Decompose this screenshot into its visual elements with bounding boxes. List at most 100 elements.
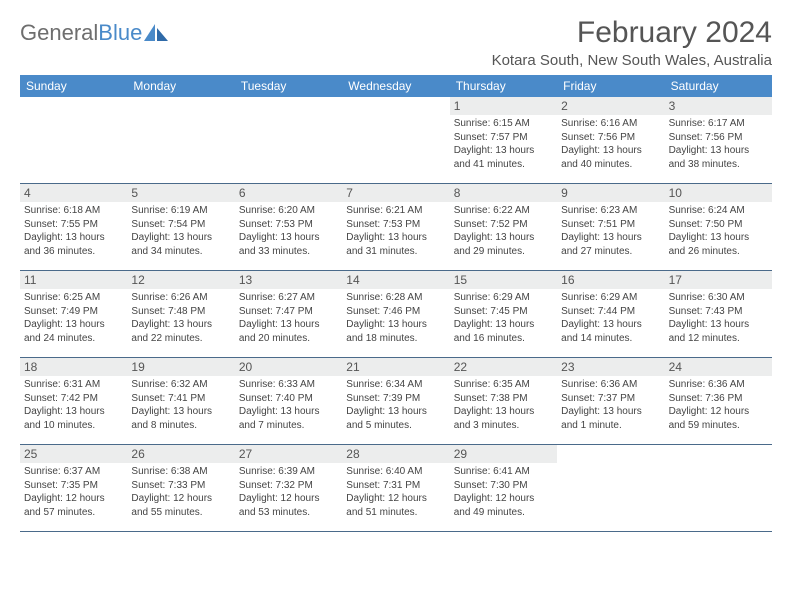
day-cell: 21Sunrise: 6:34 AMSunset: 7:39 PMDayligh… — [342, 358, 449, 444]
day-number: 27 — [235, 445, 342, 463]
day-cell: 23 Sunrise: 6:36 AMSunset: 7:37 PMDayligh… — [557, 358, 664, 444]
day-cell: 16 Sunrise: 6:29 AMSunset: 7:44 PMDayligh… — [557, 271, 664, 357]
day-cell: 4Sunrise: 6:18 AMSunset: 7:55 PMDaylight… — [20, 184, 127, 270]
day-cell: 2 Sunrise: 6:16 AMSunset: 7:56 PMDaylight… — [557, 97, 664, 183]
sunrise: Sunrise: 6:15 AM — [454, 117, 553, 131]
sunset: Sunset: 7:41 PM — [131, 392, 230, 406]
sunrise: Sunrise: 6:36 AM — [669, 378, 768, 392]
daylight: Daylight: 12 hours and 57 minutes. — [24, 492, 123, 519]
sunrise: Sunrise: 6:32 AM — [131, 378, 230, 392]
logo-sail-icon — [144, 24, 170, 42]
daylight: Daylight: 13 hours and 24 minutes. — [24, 318, 123, 345]
day-details: Sunrise: 6:16 AMSunset: 7:56 PMDaylight:… — [561, 117, 660, 171]
weekday-header: Thursday — [450, 75, 557, 97]
sunset: Sunset: 7:39 PM — [346, 392, 445, 406]
daylight: Daylight: 13 hours and 22 minutes. — [131, 318, 230, 345]
sunrise: Sunrise: 6:34 AM — [346, 378, 445, 392]
daylight: Daylight: 13 hours and 20 minutes. — [239, 318, 338, 345]
day-cell: 14 Sunrise: 6:28 AMSunset: 7:46 PMDayligh… — [342, 271, 449, 357]
day-cell — [665, 445, 772, 531]
sunrise: Sunrise: 6:38 AM — [131, 465, 230, 479]
sunrise: Sunrise: 6:37 AM — [24, 465, 123, 479]
sunset: Sunset: 7:32 PM — [239, 479, 338, 493]
sunset: Sunset: 7:57 PM — [454, 131, 553, 145]
day-number: 29 — [450, 445, 557, 463]
sunset: Sunset: 7:38 PM — [454, 392, 553, 406]
sunset: Sunset: 7:33 PM — [131, 479, 230, 493]
week-row: 11Sunrise: 6:25 AMSunset: 7:49 PMDayligh… — [20, 271, 772, 358]
day-details: Sunrise: 6:34 AMSunset: 7:39 PMDaylight:… — [346, 378, 445, 432]
daylight: Daylight: 13 hours and 27 minutes. — [561, 231, 660, 258]
logo: GeneralBlue — [20, 16, 170, 46]
day-number: 11 — [20, 271, 127, 289]
day-number: 23 — [557, 358, 664, 376]
sunset: Sunset: 7:35 PM — [24, 479, 123, 493]
daylight: Daylight: 13 hours and 10 minutes. — [24, 405, 123, 432]
day-number: 17 — [665, 271, 772, 289]
day-number: 26 — [127, 445, 234, 463]
weekday-header: Friday — [557, 75, 664, 97]
daylight: Daylight: 13 hours and 41 minutes. — [454, 144, 553, 171]
weekday-header: Saturday — [665, 75, 772, 97]
day-cell: 12 Sunrise: 6:26 AMSunset: 7:48 PMDayligh… — [127, 271, 234, 357]
day-details: Sunrise: 6:27 AMSunset: 7:47 PMDaylight:… — [239, 291, 338, 345]
sunset: Sunset: 7:56 PM — [561, 131, 660, 145]
daylight: Daylight: 13 hours and 26 minutes. — [669, 231, 768, 258]
daylight: Daylight: 12 hours and 59 minutes. — [669, 405, 768, 432]
day-cell: 10 Sunrise: 6:24 AMSunset: 7:50 PMDayligh… — [665, 184, 772, 270]
sunset: Sunset: 7:51 PM — [561, 218, 660, 232]
day-cell: 19Sunrise: 6:32 AMSunset: 7:41 PMDayligh… — [127, 358, 234, 444]
day-number: 10 — [665, 184, 772, 202]
daylight: Daylight: 12 hours and 49 minutes. — [454, 492, 553, 519]
sunrise: Sunrise: 6:25 AM — [24, 291, 123, 305]
daylight: Daylight: 13 hours and 33 minutes. — [239, 231, 338, 258]
day-cell: 9Sunrise: 6:23 AMSunset: 7:51 PMDaylight… — [557, 184, 664, 270]
sunset: Sunset: 7:49 PM — [24, 305, 123, 319]
sunset: Sunset: 7:53 PM — [346, 218, 445, 232]
day-details: Sunrise: 6:22 AMSunset: 7:52 PMDaylight:… — [454, 204, 553, 258]
day-details: Sunrise: 6:29 AMSunset: 7:44 PMDaylight:… — [561, 291, 660, 345]
day-details: Sunrise: 6:36 AMSunset: 7:37 PMDaylight:… — [561, 378, 660, 432]
day-details: Sunrise: 6:28 AMSunset: 7:46 PMDaylight:… — [346, 291, 445, 345]
day-number: 2 — [557, 97, 664, 115]
sunrise: Sunrise: 6:23 AM — [561, 204, 660, 218]
sunset: Sunset: 7:31 PM — [346, 479, 445, 493]
sunrise: Sunrise: 6:17 AM — [669, 117, 768, 131]
sunrise: Sunrise: 6:31 AM — [24, 378, 123, 392]
logo-text-blue: Blue — [98, 20, 142, 46]
sunrise: Sunrise: 6:29 AM — [561, 291, 660, 305]
day-cell: 17Sunrise: 6:30 AMSunset: 7:43 PMDayligh… — [665, 271, 772, 357]
day-number: 12 — [127, 271, 234, 289]
sunset: Sunset: 7:48 PM — [131, 305, 230, 319]
day-details: Sunrise: 6:29 AMSunset: 7:45 PMDaylight:… — [454, 291, 553, 345]
daylight: Daylight: 13 hours and 40 minutes. — [561, 144, 660, 171]
day-details: Sunrise: 6:39 AMSunset: 7:32 PMDaylight:… — [239, 465, 338, 519]
day-cell: 22Sunrise: 6:35 AMSunset: 7:38 PMDayligh… — [450, 358, 557, 444]
daylight: Daylight: 13 hours and 36 minutes. — [24, 231, 123, 258]
daylight: Daylight: 13 hours and 14 minutes. — [561, 318, 660, 345]
day-number: 16 — [557, 271, 664, 289]
sunset: Sunset: 7:30 PM — [454, 479, 553, 493]
day-cell — [127, 97, 234, 183]
week-row: 18Sunrise: 6:31 AMSunset: 7:42 PMDayligh… — [20, 358, 772, 445]
day-cell: 29 Sunrise: 6:41 AMSunset: 7:30 PMDayligh… — [450, 445, 557, 531]
day-number: 4 — [20, 184, 127, 202]
day-details: Sunrise: 6:33 AMSunset: 7:40 PMDaylight:… — [239, 378, 338, 432]
day-details: Sunrise: 6:15 AMSunset: 7:57 PMDaylight:… — [454, 117, 553, 171]
sunset: Sunset: 7:40 PM — [239, 392, 338, 406]
sunrise: Sunrise: 6:26 AM — [131, 291, 230, 305]
day-number: 24 — [665, 358, 772, 376]
day-details: Sunrise: 6:24 AMSunset: 7:50 PMDaylight:… — [669, 204, 768, 258]
sunrise: Sunrise: 6:41 AM — [454, 465, 553, 479]
day-number: 14 — [342, 271, 449, 289]
sunrise: Sunrise: 6:20 AM — [239, 204, 338, 218]
sunrise: Sunrise: 6:24 AM — [669, 204, 768, 218]
day-cell: 5Sunrise: 6:19 AMSunset: 7:54 PMDaylight… — [127, 184, 234, 270]
daylight: Daylight: 13 hours and 12 minutes. — [669, 318, 768, 345]
sunset: Sunset: 7:50 PM — [669, 218, 768, 232]
day-cell: 20Sunrise: 6:33 AMSunset: 7:40 PMDayligh… — [235, 358, 342, 444]
day-details: Sunrise: 6:25 AMSunset: 7:49 PMDaylight:… — [24, 291, 123, 345]
day-details: Sunrise: 6:17 AMSunset: 7:56 PMDaylight:… — [669, 117, 768, 171]
sunrise: Sunrise: 6:16 AM — [561, 117, 660, 131]
day-details: Sunrise: 6:32 AMSunset: 7:41 PMDaylight:… — [131, 378, 230, 432]
